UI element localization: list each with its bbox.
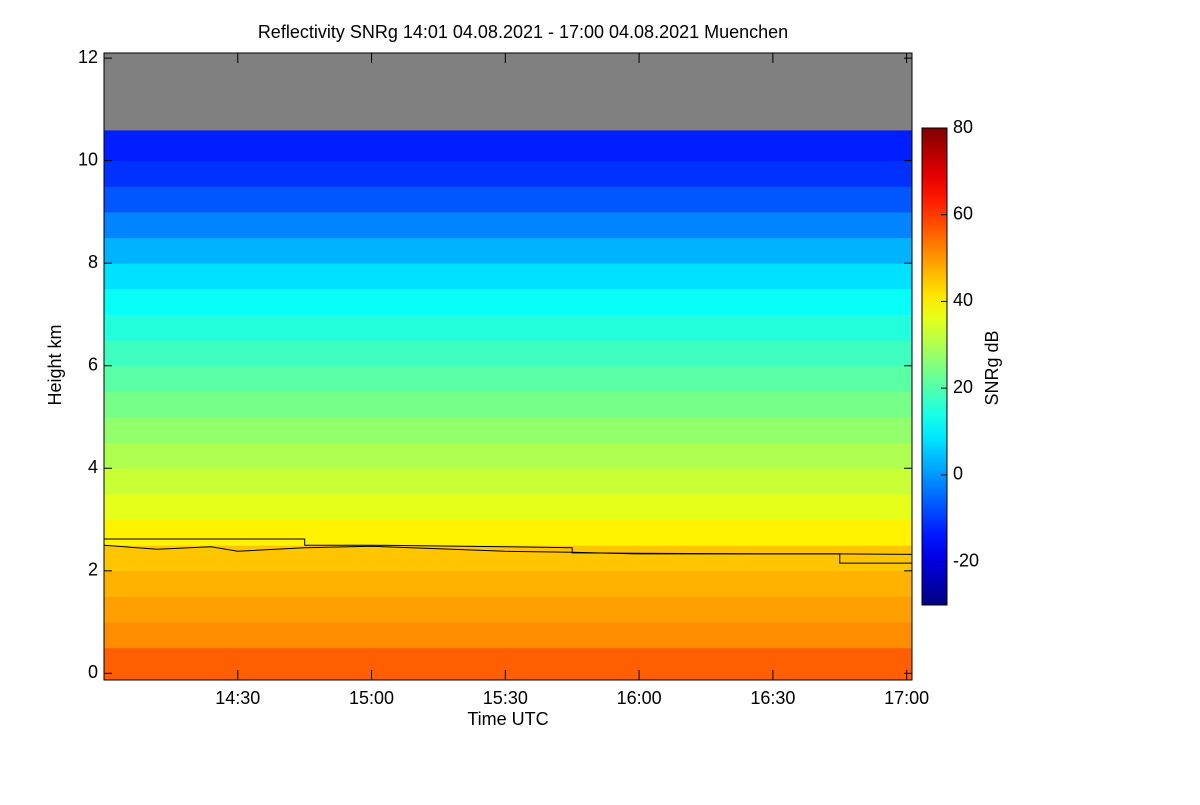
- heatmap-cell: [104, 53, 912, 131]
- y-tick-label: 8: [88, 252, 98, 272]
- x-tick-label: 16:30: [750, 688, 795, 708]
- heatmap-cell: [104, 314, 912, 341]
- heatmap-cell: [104, 211, 912, 239]
- heatmap-cell: [104, 468, 912, 495]
- y-tick-label: 4: [88, 457, 98, 477]
- heatmap-cell: [104, 186, 912, 213]
- y-axis-label: Height km: [45, 324, 65, 405]
- y-tick-label: 0: [88, 662, 98, 682]
- heatmap-cell: [104, 647, 912, 681]
- heatmap-cell: [104, 160, 912, 187]
- y-tick-label: 2: [88, 560, 98, 580]
- x-tick-label: 15:00: [349, 688, 394, 708]
- colorbar-tick-label: 80: [953, 117, 973, 137]
- chart-title: Reflectivity SNRg 14:01 04.08.2021 - 17:…: [258, 22, 788, 42]
- y-tick-label: 10: [78, 149, 98, 169]
- heatmap-cell: [104, 237, 912, 264]
- x-tick-label: 16:00: [617, 688, 662, 708]
- heatmap-cell: [104, 622, 912, 649]
- heatmap-cell: [104, 493, 912, 521]
- line: [104, 538, 912, 564]
- heatmap-cell: [104, 288, 912, 315]
- colorbar-label: SNRg dB: [982, 330, 1002, 405]
- heatmap-cell: [104, 570, 912, 597]
- colorbar-tick-label: -20: [953, 550, 979, 570]
- x-axis-label: Time UTC: [467, 709, 548, 729]
- colorbar: [921, 127, 948, 606]
- colorbar-tick-label: 60: [953, 203, 973, 223]
- x-tick-label: 14:30: [215, 688, 260, 708]
- y-tick-label: 12: [78, 47, 98, 67]
- colorbar-tick-label: 40: [953, 290, 973, 310]
- heatmap-cell: [104, 365, 912, 392]
- heatmap-cell: [104, 596, 912, 623]
- plot-frame: [103, 52, 913, 681]
- heatmap-cell: [104, 545, 912, 572]
- x-tick-label: 17:00: [884, 688, 929, 708]
- heatmap-cell: [104, 391, 912, 418]
- heatmap-cell: [104, 442, 912, 469]
- colorbar-tick-label: 20: [953, 377, 973, 397]
- colorbar-tick-label: 0: [953, 464, 963, 484]
- heatmap-cell: [104, 263, 912, 290]
- heatmap-cell: [104, 340, 912, 367]
- line: [103, 544, 913, 555]
- x-tick-label: 15:30: [483, 688, 528, 708]
- heatmap-cell: [104, 416, 912, 444]
- y-tick-label: 6: [88, 354, 98, 374]
- heatmap-cell: [104, 129, 912, 162]
- heatmap-cell: [104, 519, 912, 546]
